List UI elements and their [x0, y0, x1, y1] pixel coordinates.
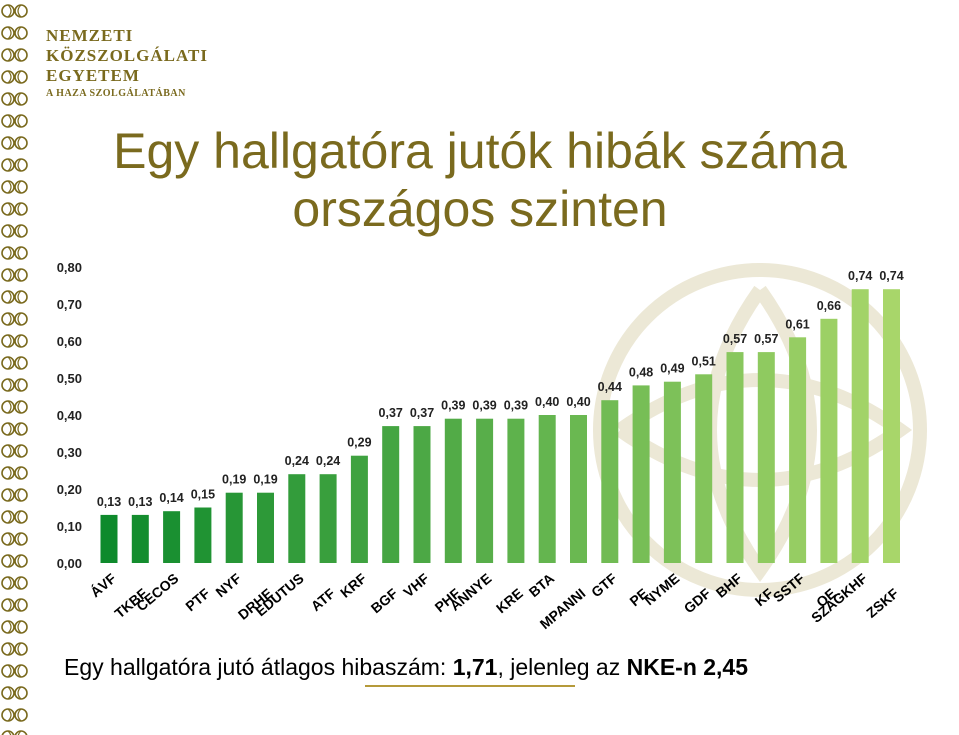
data-label: 0,74: [848, 269, 872, 283]
x-tick-label: KRF: [337, 570, 370, 601]
data-label: 0,15: [191, 488, 215, 502]
summary-average-value: 1,71: [452, 654, 498, 680]
university-logo: NEMZETI KÖZSZOLGÁLATI EGYETEM A HAZA SZO…: [46, 26, 208, 99]
data-label: 0,51: [692, 354, 716, 368]
data-label: 0,24: [285, 454, 309, 468]
bar: [726, 352, 744, 563]
bar: [413, 426, 431, 563]
x-tick-label: NYME: [641, 570, 682, 608]
y-tick-label: 0,50: [57, 371, 82, 386]
bar: [319, 474, 337, 563]
bar: [695, 374, 713, 563]
y-tick-label: 0,40: [57, 408, 82, 423]
bar: [570, 415, 587, 563]
bar: [538, 415, 556, 563]
data-label: 0,57: [723, 332, 747, 346]
x-tick-label: ÁVF: [87, 570, 119, 601]
data-label: 0,39: [472, 399, 496, 413]
x-tick-label: NYF: [212, 570, 244, 601]
y-tick-label: 0,20: [57, 482, 82, 497]
bar: [163, 511, 181, 563]
summary-text: Egy hallgatóra jutó átlagos hibaszám: 1,…: [64, 654, 748, 681]
x-tick-label: SSTF: [770, 570, 808, 606]
bar: [288, 474, 306, 563]
logo-line-1: NEMZETI: [46, 26, 134, 45]
x-tick-label: GTF: [588, 570, 620, 601]
data-label: 0,39: [441, 399, 465, 413]
bar: [131, 514, 149, 563]
data-label: 0,49: [660, 362, 684, 376]
x-tick-label: BHF: [713, 570, 746, 601]
data-label: 0,37: [379, 406, 403, 420]
bar: [350, 455, 368, 563]
title-line-2: országos szinten: [292, 181, 668, 237]
y-tick-label: 0,60: [57, 334, 82, 349]
bar: [476, 418, 494, 563]
x-tick-label: ZSKF: [863, 585, 902, 621]
data-label: 0,40: [535, 395, 559, 409]
data-label: 0,39: [504, 399, 528, 413]
data-label: 0,24: [316, 454, 340, 468]
x-tick-label: BGF: [368, 585, 401, 617]
data-label: 0,29: [347, 436, 371, 450]
summary-prefix: Egy hallgatóra jutó átlagos hibaszám:: [64, 654, 453, 680]
x-tick-label: ATF: [308, 585, 339, 614]
bar: [851, 289, 869, 563]
data-label: 0,13: [97, 495, 121, 509]
bar: [601, 400, 619, 563]
x-tick-label: PTF: [182, 585, 213, 615]
data-label: 0,57: [754, 332, 778, 346]
data-label: 0,13: [128, 495, 152, 509]
bar: [225, 492, 243, 563]
data-label: 0,19: [253, 473, 277, 487]
logo-tagline: A HAZA SZOLGÁLATÁBAN: [46, 88, 186, 99]
bar-chart: 0,00 0,10 0,20 0,30 0,40 0,50 0,60 0,70 0,80 0,13…: [57, 260, 904, 632]
slide-title: Egy hallgatóra jutók hibák száma országo…: [40, 122, 920, 238]
x-tick-label: VHF: [400, 570, 432, 601]
y-tick-label: 0,10: [57, 519, 82, 534]
y-tick-label: 0,00: [57, 556, 82, 571]
bar: [632, 385, 650, 563]
bar: [100, 514, 118, 563]
bar: [757, 352, 775, 563]
data-label: 0,14: [159, 491, 183, 505]
summary-nke-value: NKE-n 2,45: [626, 654, 749, 680]
bar: [883, 289, 900, 563]
data-label: 0,19: [222, 473, 246, 487]
y-tick-label: 0,70: [57, 297, 82, 312]
logo-line-3: EGYETEM: [46, 66, 140, 85]
bar: [382, 426, 400, 563]
title-line-1: Egy hallgatóra jutók hibák száma: [113, 123, 847, 179]
ornamental-border: [0, 0, 30, 735]
summary-underline: [365, 685, 575, 687]
y-tick-label: 0,80: [57, 260, 82, 275]
x-tick-label: KRE: [493, 585, 526, 616]
bar: [257, 492, 274, 563]
bar: [663, 381, 681, 563]
bar: [789, 337, 807, 563]
bar: [444, 418, 462, 563]
x-tick-label: BTA: [526, 570, 558, 600]
bar: [820, 318, 838, 563]
summary-middle: , jelenleg az: [497, 654, 627, 680]
data-label: 0,61: [785, 317, 809, 331]
data-label: 0,37: [410, 406, 434, 420]
bar: [194, 507, 212, 563]
bar: [507, 418, 525, 563]
data-label: 0,66: [817, 299, 841, 313]
data-label: 0,40: [566, 395, 590, 409]
data-label: 0,44: [598, 380, 622, 394]
y-tick-label: 0,30: [57, 445, 82, 460]
logo-line-2: KÖZSZOLGÁLATI: [46, 46, 208, 65]
x-tick-label: GDF: [681, 585, 714, 617]
data-label: 0,48: [629, 365, 653, 379]
data-label: 0,74: [879, 269, 903, 283]
